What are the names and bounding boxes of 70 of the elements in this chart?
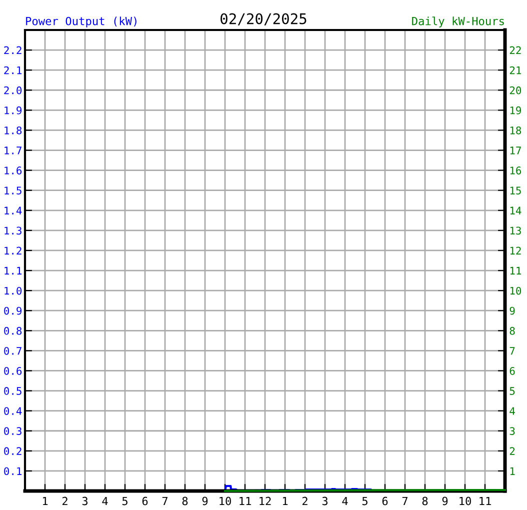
y2-tick-label: 14 bbox=[510, 206, 522, 214]
x-tick-label: 1 bbox=[282, 496, 288, 506]
y2-tick-label: 4 bbox=[510, 407, 515, 415]
x-tick-label: 6 bbox=[382, 496, 388, 506]
y-tick-label: 1.2 bbox=[4, 246, 22, 254]
y2-tick-label: 9 bbox=[510, 306, 515, 315]
y2-tick-label: 22 bbox=[510, 46, 521, 54]
x-tick-label: 10 bbox=[460, 496, 471, 506]
x-tick-label: 4 bbox=[102, 496, 108, 506]
y-tick-label: 0.7 bbox=[4, 346, 22, 355]
x-tick-label: 3 bbox=[82, 496, 88, 506]
x-tick-label: 7 bbox=[402, 496, 408, 506]
y-tick-label: 0.3 bbox=[4, 427, 22, 436]
chart-title: 02/20/2025 bbox=[220, 13, 306, 26]
y2-tick-label: 18 bbox=[510, 126, 522, 134]
y-tick-label: 2.0 bbox=[4, 86, 22, 94]
y2-tick-label: 6 bbox=[510, 366, 515, 375]
y2-axis-title: Daily kW-Hours bbox=[412, 16, 504, 28]
y2-tick-label: 11 bbox=[510, 266, 522, 275]
y-tick-label: 0.5 bbox=[4, 387, 22, 395]
y2-tick-label: 1 bbox=[510, 467, 515, 475]
y-tick-label: 1.5 bbox=[4, 186, 22, 194]
y-tick-label: 1.3 bbox=[4, 226, 22, 235]
x-tick-label: 11 bbox=[480, 496, 491, 506]
y2-tick-label: 13 bbox=[510, 226, 521, 235]
x-tick-label: 9 bbox=[442, 496, 448, 506]
x-tick-label: 6 bbox=[142, 496, 148, 506]
y-tick-label: 0.8 bbox=[4, 326, 22, 335]
y2-tick-label: 8 bbox=[510, 326, 515, 335]
y-tick-label: 1.0 bbox=[4, 286, 22, 295]
y-tick-label: 1.9 bbox=[4, 106, 22, 114]
x-tick-label: 7 bbox=[162, 496, 168, 506]
x-tick-label: 11 bbox=[240, 496, 251, 506]
y-tick-label: 1.6 bbox=[4, 166, 22, 174]
x-tick-label: 2 bbox=[62, 496, 68, 506]
y2-tick-label: 3 bbox=[510, 427, 515, 436]
x-tick-label: 8 bbox=[182, 496, 188, 506]
y2-tick-label: 21 bbox=[510, 66, 522, 74]
y-tick-label: 0.6 bbox=[4, 366, 22, 375]
x-tick-label: 8 bbox=[422, 496, 428, 506]
y-tick-label: 0.1 bbox=[4, 467, 22, 476]
x-tick-label: 1 bbox=[42, 496, 48, 506]
y2-tick-label: 15 bbox=[510, 186, 521, 194]
y-tick-label: 2.2 bbox=[4, 46, 22, 54]
x-tick-label: 2 bbox=[302, 496, 308, 506]
x-tick-label: 9 bbox=[202, 496, 208, 506]
x-tick-label: 5 bbox=[362, 496, 368, 506]
x-tick-label: 3 bbox=[322, 496, 328, 506]
y2-tick-label: 5 bbox=[510, 387, 515, 395]
x-tick-label: 4 bbox=[342, 496, 348, 506]
y2-tick-label: 19 bbox=[510, 106, 522, 114]
y2-tick-label: 16 bbox=[510, 166, 522, 174]
y-tick-label: 0.4 bbox=[4, 407, 22, 415]
y-tick-label: 1.1 bbox=[4, 266, 22, 275]
x-tick-label: 10 bbox=[220, 496, 231, 506]
y-tick-label: 2.1 bbox=[4, 66, 22, 74]
y2-tick-label: 20 bbox=[510, 86, 522, 94]
y2-tick-label: 10 bbox=[510, 286, 522, 295]
y-tick-label: 1.4 bbox=[4, 206, 22, 214]
y-tick-label: 0.2 bbox=[4, 447, 22, 456]
y-axis-title: Power Output (kW) bbox=[26, 16, 136, 28]
y2-tick-label: 17 bbox=[510, 146, 521, 154]
x-tick-label: 5 bbox=[122, 496, 128, 506]
y-tick-label: 1.7 bbox=[4, 146, 22, 154]
x-tick-label: 12 bbox=[260, 496, 271, 506]
y2-tick-label: 12 bbox=[510, 246, 521, 254]
y-tick-label: 1.8 bbox=[4, 126, 22, 134]
y-tick-label: 0.9 bbox=[4, 306, 22, 315]
y2-tick-label: 7 bbox=[510, 347, 515, 355]
y2-tick-label: 2 bbox=[510, 447, 515, 455]
